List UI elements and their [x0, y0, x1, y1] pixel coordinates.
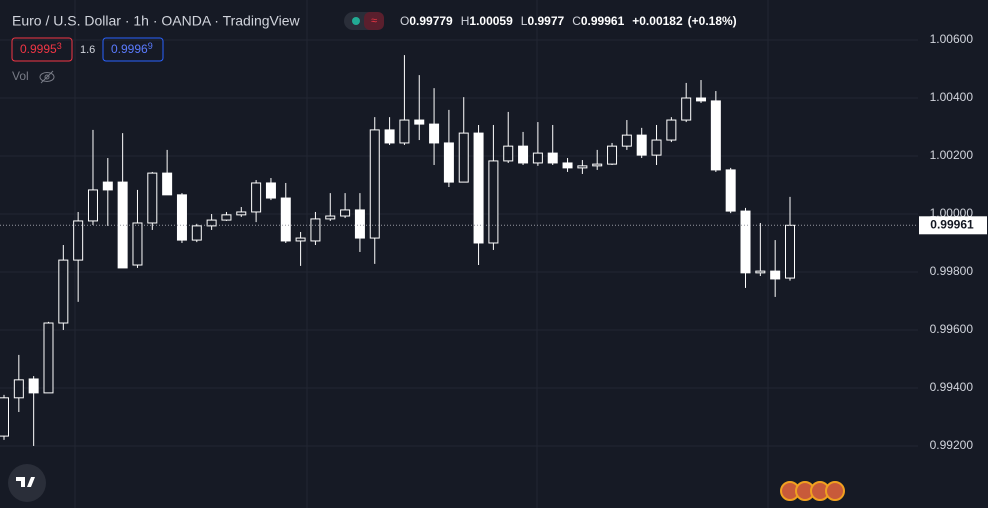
candle-body: [710, 100, 721, 171]
candle-body: [13, 379, 24, 399]
candle-body: [43, 322, 54, 394]
candle-body: [28, 378, 39, 394]
candle-body: [132, 222, 143, 266]
hide-icon[interactable]: [39, 70, 55, 84]
ask-main: 0.9996: [111, 42, 148, 56]
candle-body: [740, 210, 751, 274]
candle-body: [488, 160, 499, 244]
candle-body: [369, 129, 380, 239]
candle-body: [621, 134, 632, 147]
candle-body: [206, 219, 217, 227]
symbol-title: Euro / U.S. Dollar · 1h · OANDA · Tradin…: [12, 13, 301, 29]
ohlc-value: 0.99961: [581, 14, 625, 28]
candle-body: [251, 182, 262, 213]
ohlc-key: C: [572, 14, 581, 28]
y-tick-label: 1.00400: [930, 90, 974, 104]
candle-body: [354, 209, 365, 239]
candle-body: [73, 220, 84, 261]
candle-body: [147, 172, 158, 224]
candle-body: [384, 129, 395, 144]
candle-body: [458, 132, 469, 183]
candle-body: [770, 270, 781, 280]
candle-body: [295, 237, 306, 242]
candle-body: [443, 142, 454, 183]
candle-body: [503, 145, 514, 162]
candle-body: [429, 123, 440, 144]
candle-body: [636, 134, 647, 156]
candle-body: [562, 162, 573, 169]
logo: [8, 464, 46, 502]
candle-body: [785, 224, 795, 279]
y-tick-label: 0.99800: [930, 264, 974, 278]
candle-body: [221, 214, 232, 221]
ohlc-value: 1.00059: [469, 14, 513, 28]
candle-body: [162, 172, 173, 196]
event-flags[interactable]: [780, 481, 845, 501]
candle-body: [414, 119, 425, 125]
y-tick-label: 0.99200: [930, 438, 974, 452]
y-tick-label: 1.00200: [930, 148, 974, 162]
ohlc-text: O0.99779 H1.00059 L0.9977 C0.99961 +0.00182 (…: [400, 14, 737, 28]
ohlc-key: H: [461, 14, 470, 28]
bid-box[interactable]: [11, 37, 73, 62]
candle-body: [280, 197, 291, 242]
ohlc-legend: O0.99779 H1.00059 L0.9977 C0.99961 +0.00182 (…: [400, 14, 737, 28]
ohlc-key: O: [400, 14, 409, 28]
candle-body: [191, 225, 202, 241]
candle-body: [607, 145, 618, 165]
candle-body: [176, 194, 187, 241]
candle-body: [577, 165, 588, 169]
ask: 0.99969: [111, 41, 153, 56]
candle-body: [0, 397, 9, 437]
candle-body: [325, 215, 336, 220]
candle-body: [236, 211, 247, 216]
price-axis: [918, 0, 988, 508]
ohlc-value: 0.99779: [409, 14, 453, 28]
y-tick-label: 0.99600: [930, 322, 974, 336]
ohlc-value: 0.9977: [527, 14, 564, 28]
candle-body: [518, 145, 529, 164]
candle-body: [725, 169, 736, 212]
change-pct: (+0.18%): [688, 14, 737, 28]
bid-pip: 3: [57, 41, 62, 51]
y-tick-label: 0.99400: [930, 380, 974, 394]
candle-body: [87, 189, 98, 222]
svg-text:≈: ≈: [371, 15, 377, 27]
change: +0.00182: [632, 14, 683, 28]
candle-body: [117, 181, 128, 269]
candle-body: [755, 270, 766, 274]
candle-body: [265, 182, 276, 199]
candle-body: [473, 132, 484, 244]
candle-body: [102, 181, 113, 191]
ohlc-key: L: [521, 14, 528, 28]
candle-body: [310, 218, 321, 242]
candle-body: [532, 152, 543, 164]
candle-body: [399, 119, 410, 144]
ask-pip: 9: [148, 41, 153, 51]
candle-body: [651, 139, 662, 156]
ask-box[interactable]: [102, 37, 164, 62]
volume-label: Vol: [12, 69, 29, 83]
toggle[interactable]: ≈: [344, 12, 384, 30]
candle-body: [696, 97, 707, 102]
bid: 0.99953: [20, 41, 62, 56]
candle-body: [666, 119, 677, 141]
candle-body: [340, 209, 351, 217]
y-tick-label: 1.00600: [930, 32, 974, 46]
last-price-box: [919, 216, 987, 235]
last-price-label: 0.99961: [930, 217, 974, 231]
bid-main: 0.9995: [20, 42, 57, 56]
candle-body: [58, 259, 69, 324]
spread: 1.6: [80, 44, 95, 56]
candle-body: [681, 97, 692, 121]
candle-body: [592, 163, 603, 167]
candle-body: [547, 152, 558, 164]
